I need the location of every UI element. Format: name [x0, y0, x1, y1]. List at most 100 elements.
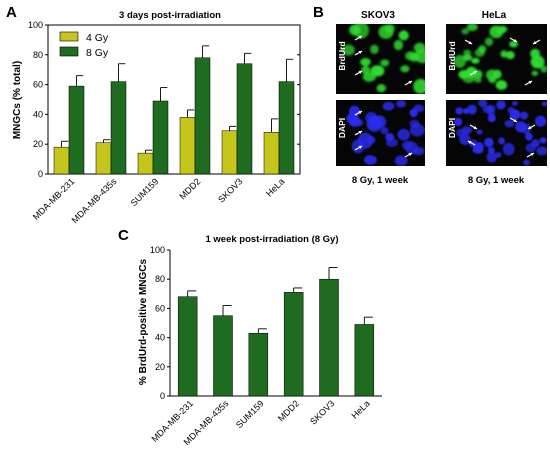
micrograph-row-label-brdurd: BrdUrd [337, 41, 347, 70]
chart-c-y-tick-label: 40 [155, 333, 165, 343]
chart-a-bar [110, 81, 127, 175]
chart-c-bar [177, 296, 198, 397]
brdurd-nucleus [474, 77, 482, 83]
chart-a-plot-frame [47, 24, 301, 175]
micrograph-arrowhead [358, 71, 362, 74]
micrograph-arrowhead [468, 141, 472, 144]
dapi-nucleus [396, 100, 407, 108]
micrograph-arrowhead [468, 41, 472, 44]
brdurd-nucleus [400, 65, 410, 73]
brdurd-nucleus [380, 59, 390, 67]
dapi-nucleus [502, 143, 515, 156]
dapi-nucleus [534, 115, 547, 127]
chart-a-bar [53, 146, 70, 175]
micrograph-row-label-dapi: DAPI [337, 118, 347, 138]
chart-a-y-tick-label: 40 [33, 109, 43, 119]
dapi-nucleus [409, 119, 420, 128]
chart-a-bar [137, 152, 154, 175]
chart-c-y-tick-label: 100 [150, 245, 165, 255]
dapi-nucleus [364, 155, 377, 165]
brdurd-nucleus [413, 78, 425, 94]
chart-a-x-tick-label: MDA-MB-435s [70, 176, 119, 225]
chart-c-x-tick-label: HeLa [349, 398, 371, 420]
dapi-nucleus [366, 135, 376, 144]
dapi-nucleus [541, 101, 547, 107]
micrograph-cells [454, 100, 547, 166]
brdurd-nucleus [463, 49, 472, 57]
chart-c-title: 1 week post-irradiation (8 Gy) [205, 234, 338, 245]
chart-c-bar [213, 315, 233, 397]
chart-a-y-tick-label: 0 [38, 169, 43, 179]
chart-c: 1 week post-irradiation (8 Gy) % BrdUrd-… [138, 234, 382, 447]
brdurd-nucleus [461, 28, 469, 35]
legend-label-8gy: 8 Gy [86, 47, 109, 59]
brdurd-nucleus [370, 44, 379, 55]
dapi-nucleus [386, 138, 398, 148]
brdurd-nucleus [398, 30, 409, 41]
chart-a-y-tick-label: 60 [33, 80, 43, 90]
brdurd-nucleus [462, 54, 473, 61]
micrograph-caption-skov3: 8 Gy, 1 week [352, 175, 409, 186]
dapi-nucleus [382, 101, 395, 111]
micrograph-arrowhead [530, 153, 534, 156]
brdurd-nucleus [505, 51, 515, 60]
brdurd-nucleus [488, 77, 497, 84]
chart-c-y-tick-label: 60 [155, 303, 165, 313]
micrograph-cells [342, 24, 425, 94]
brdurd-nucleus [462, 69, 476, 79]
dapi-nucleus [380, 126, 389, 135]
chart-a-x-tick-label: HeLa [264, 176, 286, 198]
dapi-nucleus [482, 105, 493, 114]
dapi-nucleus [484, 137, 494, 148]
micrograph-arrowhead [408, 153, 412, 156]
chart-a-bar [152, 100, 169, 175]
brdurd-nucleus [532, 60, 540, 66]
dapi-nucleus [536, 146, 547, 156]
brdurd-nucleus [414, 49, 425, 64]
brdurd-nucleus [342, 44, 355, 56]
chart-c-y-tick-label: 0 [160, 391, 165, 401]
chart-c-x-tick-label: SKOV3 [308, 398, 336, 426]
brdurd-nucleus [478, 45, 487, 53]
micrograph-row-label-brdurd-hela: BrdUrd [447, 41, 457, 70]
chart-a-x-tick-label: SKOV3 [216, 176, 244, 204]
dapi-nucleus [455, 107, 464, 115]
micrograph-panel: SKOV3 HeLa BrdUrd DAPI BrdUrd DAPI 8 Gy,… [336, 10, 547, 186]
chart-a-y-tick-label: 100 [28, 20, 43, 30]
dapi-nucleus [511, 101, 518, 106]
micrograph-column-skov3: SKOV3 [361, 10, 395, 21]
dapi-nucleus [351, 139, 365, 154]
micrograph-row-label-dapi-hela: DAPI [447, 118, 457, 138]
chart-a-legend: 4 Gy 8 Gy [59, 31, 109, 59]
micrograph-arrowhead [533, 41, 537, 44]
dapi-nucleus [371, 115, 387, 129]
dapi-nucleus [478, 100, 488, 108]
micrograph-arrowhead [358, 36, 362, 39]
chart-c-bar [319, 278, 339, 397]
micrograph-arrowhead [473, 71, 477, 74]
brdurd-nucleus [531, 70, 538, 76]
micrograph-arrowhead [408, 81, 412, 84]
micrograph-arrowhead [513, 119, 517, 122]
micrograph-arrowhead [358, 51, 362, 54]
brdurd-nucleus [349, 24, 361, 36]
dapi-nucleus [354, 119, 364, 127]
dapi-nucleus [454, 117, 463, 127]
brdurd-nucleus [393, 39, 404, 51]
brdurd-nucleus [405, 51, 417, 61]
brdurd-nucleus [360, 65, 371, 75]
brdurd-nucleus [360, 57, 371, 67]
panel-letter-b: B [313, 4, 324, 21]
dapi-nucleus [520, 111, 529, 120]
micrograph-caption-hela: 8 Gy, 1 week [468, 175, 525, 186]
brdurd-nucleus [540, 65, 547, 73]
dapi-nucleus [539, 137, 547, 144]
micrograph-arrowhead [513, 39, 517, 42]
brdurd-nucleus [485, 69, 499, 81]
chart-c-y-tick-label: 20 [155, 362, 165, 372]
chart-c-x-tick-label: SUM159 [234, 398, 266, 430]
legend-swatch-8gy [59, 46, 79, 57]
chart-a-bar [221, 130, 238, 175]
micrograph-arrowhead [358, 146, 362, 149]
micrograph-arrowhead [358, 131, 362, 134]
